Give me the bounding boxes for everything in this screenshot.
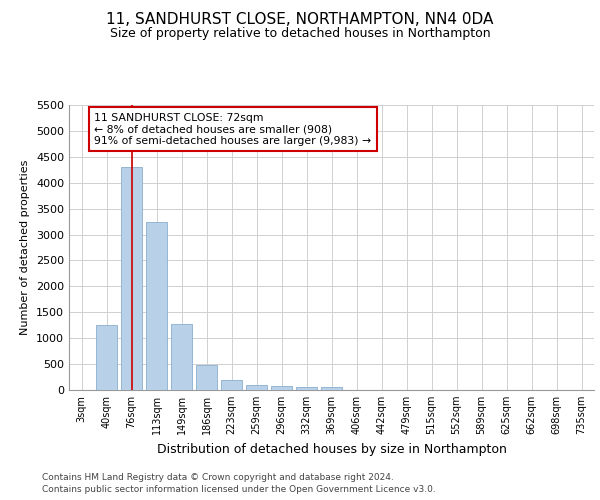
Bar bbox=[171, 324, 192, 390]
Bar bbox=[271, 386, 292, 390]
Text: Size of property relative to detached houses in Northampton: Size of property relative to detached ho… bbox=[110, 28, 490, 40]
Bar bbox=[121, 167, 142, 390]
Text: Contains HM Land Registry data © Crown copyright and database right 2024.: Contains HM Land Registry data © Crown c… bbox=[42, 472, 394, 482]
Bar bbox=[321, 388, 342, 390]
Y-axis label: Number of detached properties: Number of detached properties bbox=[20, 160, 31, 335]
Bar bbox=[221, 380, 242, 390]
Bar bbox=[146, 222, 167, 390]
Bar bbox=[246, 385, 267, 390]
X-axis label: Distribution of detached houses by size in Northampton: Distribution of detached houses by size … bbox=[157, 442, 506, 456]
Bar bbox=[196, 365, 217, 390]
Bar bbox=[296, 388, 317, 390]
Text: 11, SANDHURST CLOSE, NORTHAMPTON, NN4 0DA: 11, SANDHURST CLOSE, NORTHAMPTON, NN4 0D… bbox=[106, 12, 494, 28]
Text: Contains public sector information licensed under the Open Government Licence v3: Contains public sector information licen… bbox=[42, 485, 436, 494]
Text: 11 SANDHURST CLOSE: 72sqm
← 8% of detached houses are smaller (908)
91% of semi-: 11 SANDHURST CLOSE: 72sqm ← 8% of detach… bbox=[94, 113, 371, 146]
Bar bbox=[96, 325, 117, 390]
